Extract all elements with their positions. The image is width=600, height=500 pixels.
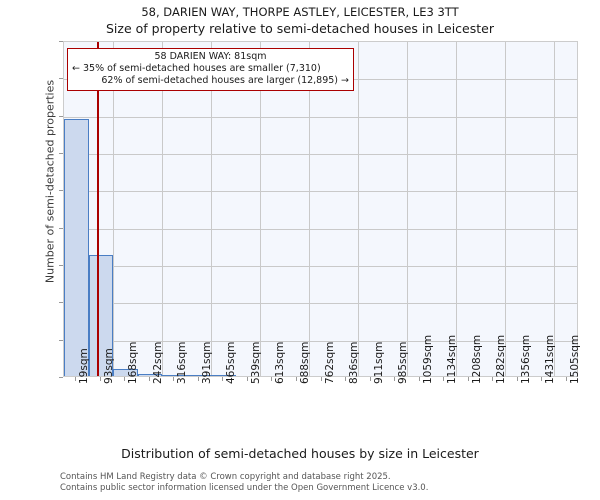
histogram-bar	[64, 119, 89, 376]
x-tick-label: 688sqm	[298, 341, 311, 384]
y-tick-mark	[59, 265, 63, 266]
gridline-horizontal	[64, 340, 577, 342]
y-tick-mark	[59, 377, 63, 378]
gridline-vertical	[162, 42, 164, 376]
gridline-horizontal	[64, 266, 577, 267]
gridline-vertical	[260, 42, 262, 376]
x-tick-label: 985sqm	[397, 341, 410, 384]
x-tick-mark	[394, 377, 396, 381]
x-tick-label: 1134sqm	[446, 334, 459, 384]
histogram-bar	[162, 375, 187, 376]
histogram-bar	[137, 374, 163, 376]
annotation-larger-line: 62% of semi-detached houses are larger (…	[101, 75, 349, 86]
histogram-bar	[88, 254, 114, 376]
histogram-bar	[211, 375, 236, 376]
gridline-vertical	[309, 42, 311, 376]
gridline-horizontal	[64, 303, 577, 305]
x-tick-label: 391sqm	[200, 341, 213, 384]
x-tick-label: 19sqm	[78, 348, 91, 384]
x-tick-mark	[295, 377, 297, 381]
x-tick-mark	[443, 377, 445, 381]
x-tick-label: 1282sqm	[495, 334, 508, 384]
x-tick-mark	[173, 377, 175, 381]
gridline-vertical	[113, 42, 115, 376]
property-size-marker-line	[96, 42, 99, 376]
gridline-vertical	[554, 42, 556, 376]
x-tick-mark	[492, 377, 494, 381]
x-tick-label: 613sqm	[274, 341, 287, 384]
x-tick-label: 168sqm	[127, 341, 140, 384]
chart-subtitle: Size of property relative to semi-detach…	[106, 21, 494, 36]
gridline-vertical	[407, 42, 409, 376]
x-tick-mark	[148, 377, 150, 381]
y-axis-title: Number of semi-detached properties	[43, 79, 57, 284]
gridline-horizontal	[64, 116, 577, 118]
footer-line-2: Contains public sector information licen…	[60, 483, 429, 493]
x-tick-label: 1505sqm	[568, 334, 581, 384]
y-tick-mark	[59, 302, 63, 304]
y-tick-mark	[59, 115, 63, 117]
x-tick-mark	[99, 377, 101, 381]
y-tick-mark	[59, 190, 63, 192]
x-tick-label: 539sqm	[249, 341, 262, 384]
histogram-bar	[113, 368, 138, 376]
x-tick-mark	[222, 377, 224, 381]
x-tick-mark	[75, 377, 77, 381]
x-tick-label: 1431sqm	[544, 334, 557, 384]
footer-attribution: Contains HM Land Registry data © Crown c…	[60, 472, 428, 494]
plot-area	[63, 41, 578, 377]
title-block: 58, DARIEN WAY, THORPE ASTLEY, LEICESTER…	[0, 4, 600, 37]
x-tick-label: 762sqm	[323, 341, 336, 384]
annotation-headline: 58 DARIEN WAY: 81sqm	[154, 51, 267, 62]
y-tick-mark	[59, 78, 63, 80]
x-tick-label: 836sqm	[348, 341, 361, 384]
histogram-bar	[186, 375, 212, 376]
x-tick-label: 465sqm	[225, 341, 238, 384]
x-tick-mark	[124, 377, 126, 381]
x-axis-title: Distribution of semi-detached houses by …	[121, 446, 479, 461]
x-tick-label: 1208sqm	[470, 334, 483, 384]
gridline-vertical	[456, 42, 458, 376]
gridline-vertical	[505, 42, 507, 376]
annotation-smaller-line: ← 35% of semi-detached houses are smalle…	[72, 63, 321, 74]
y-tick-mark	[59, 41, 63, 42]
x-tick-mark	[541, 377, 543, 381]
gridline-horizontal	[64, 191, 577, 193]
x-tick-mark	[345, 377, 347, 381]
gridline-vertical	[211, 42, 213, 376]
annotation-callout: 58 DARIEN WAY: 81sqm ← 35% of semi-detac…	[67, 48, 354, 91]
x-tick-label: 93sqm	[102, 348, 115, 384]
x-tick-mark	[418, 377, 420, 381]
x-tick-mark	[246, 377, 248, 381]
chart-title: 58, DARIEN WAY, THORPE ASTLEY, LEICESTER…	[141, 5, 459, 19]
x-tick-label: 1356sqm	[519, 334, 532, 384]
x-tick-mark	[467, 377, 469, 381]
gridline-horizontal	[64, 154, 577, 155]
x-tick-mark	[369, 377, 371, 381]
y-tick-mark	[59, 153, 63, 154]
x-tick-label: 316sqm	[176, 341, 189, 384]
footer-line-1: Contains HM Land Registry data © Crown c…	[60, 472, 391, 482]
x-tick-label: 1059sqm	[421, 334, 434, 384]
y-tick-mark	[59, 227, 63, 229]
gridline-horizontal	[64, 228, 577, 230]
gridline-vertical	[358, 42, 360, 376]
x-tick-mark	[516, 377, 518, 381]
x-tick-label: 242sqm	[151, 341, 164, 384]
x-tick-mark	[320, 377, 322, 381]
x-tick-mark	[271, 377, 273, 381]
x-tick-label: 911sqm	[372, 341, 385, 384]
x-tick-mark	[197, 377, 199, 381]
x-tick-mark	[565, 377, 567, 381]
y-tick-mark	[59, 339, 63, 341]
